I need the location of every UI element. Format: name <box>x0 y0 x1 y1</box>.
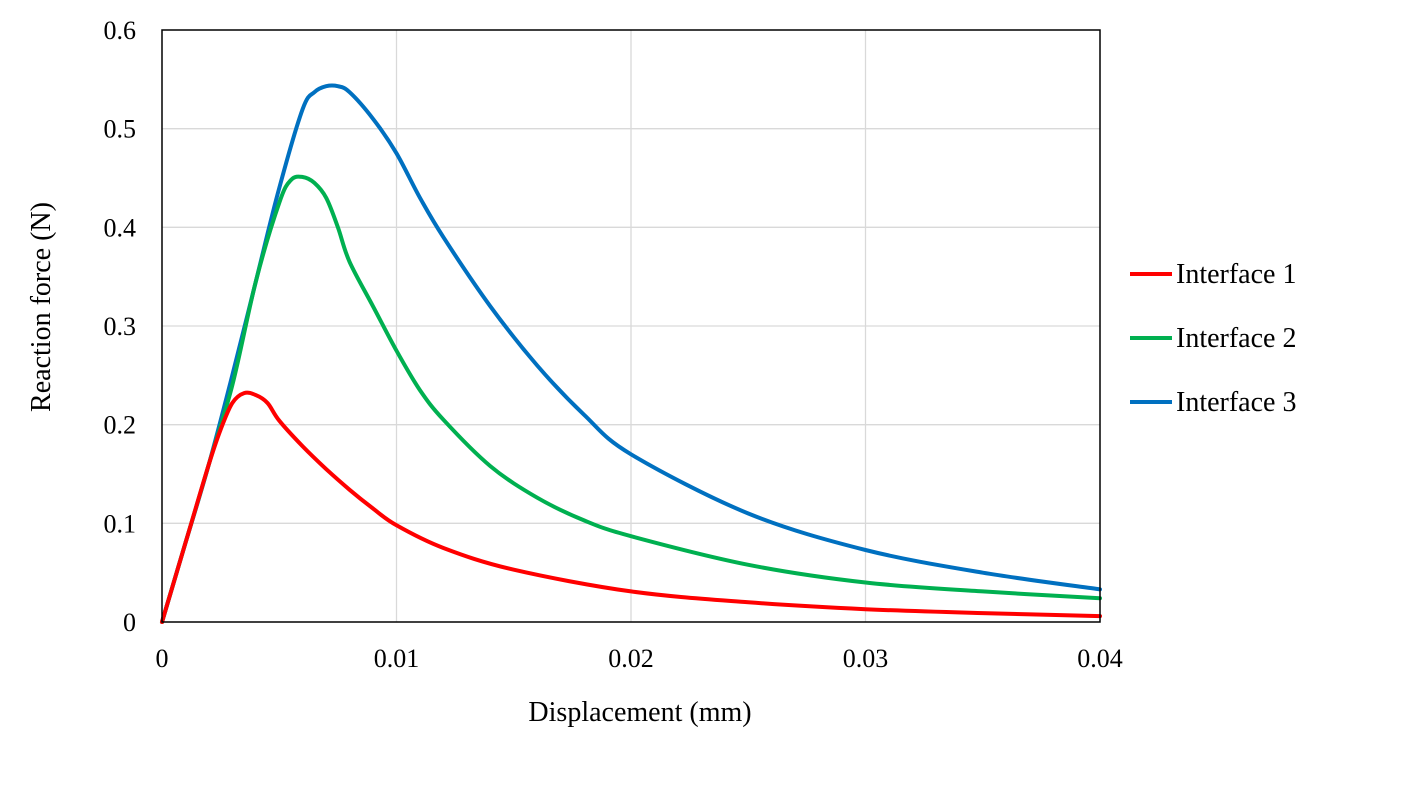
y-tick-label: 0.1 <box>104 509 137 538</box>
legend-label-interface-1: Interface 1 <box>1176 259 1296 290</box>
y-tick-label: 0.5 <box>104 115 137 144</box>
x-tick-label: 0.01 <box>374 644 420 673</box>
plot-area-frame <box>161 29 1101 623</box>
series-lines <box>160 83 1102 624</box>
x-axis-ticks: 0 0.01 0.02 0.03 0.04 <box>156 644 1123 673</box>
x-tick-label: 0.03 <box>843 644 889 673</box>
x-tick-label: 0 <box>156 644 169 673</box>
legend-label-interface-2: Interface 2 <box>1176 323 1296 354</box>
y-tick-label: 0.4 <box>104 213 137 242</box>
series-line-interface-1 <box>160 390 1102 624</box>
y-axis-title: Reaction force (N) <box>26 202 57 412</box>
y-axis-ticks: 0 0.1 0.2 0.3 0.4 0.5 0.6 <box>104 16 137 637</box>
y-tick-label: 0.3 <box>104 312 137 341</box>
legend-label-interface-3: Interface 3 <box>1176 387 1296 418</box>
x-axis-title: Displacement (mm) <box>528 697 751 728</box>
legend: Interface 1 Interface 2 Interface 3 <box>1130 259 1296 418</box>
x-tick-label: 0.02 <box>608 644 654 673</box>
y-tick-label: 0.6 <box>104 16 137 45</box>
y-tick-label: 0.2 <box>104 411 137 440</box>
y-tick-label: 0 <box>123 608 136 637</box>
series-line-interface-2 <box>160 174 1102 624</box>
gridlines <box>162 30 1100 622</box>
x-tick-label: 0.04 <box>1077 644 1123 673</box>
